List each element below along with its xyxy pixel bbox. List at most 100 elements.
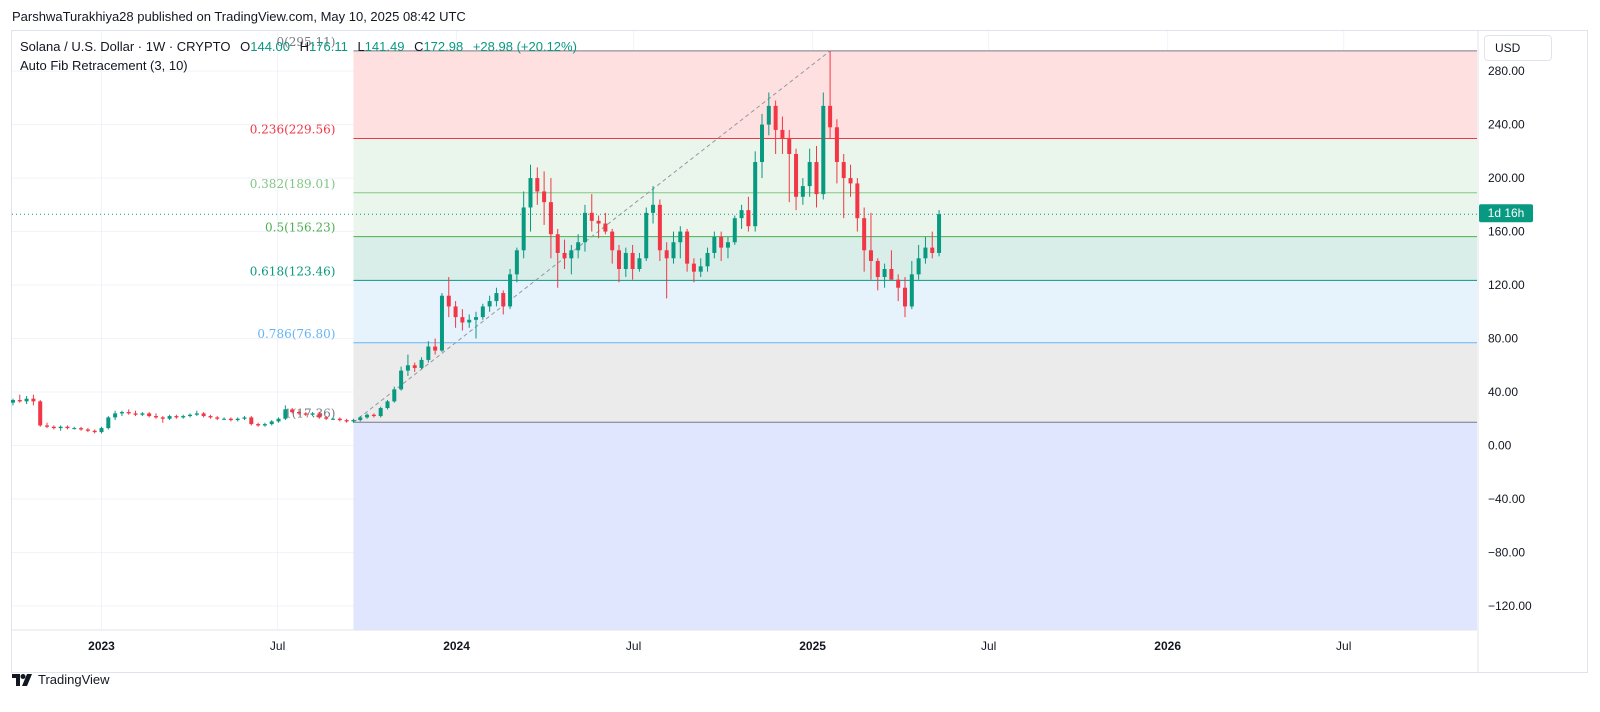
- candle-body: [358, 417, 363, 421]
- candle: [331, 417, 336, 421]
- candle: [174, 414, 179, 419]
- candle: [800, 178, 805, 205]
- candle-body: [426, 346, 431, 360]
- candle: [685, 228, 690, 272]
- y-tick-label: 280.00: [1488, 64, 1525, 78]
- candle: [160, 416, 165, 423]
- candle: [222, 417, 227, 421]
- candle: [51, 425, 56, 430]
- open-value: 144.00: [250, 39, 290, 54]
- candle: [10, 398, 15, 406]
- candle-body: [324, 417, 329, 419]
- candle-body: [296, 412, 301, 414]
- tradingview-brand: TradingView: [38, 672, 110, 687]
- indicator-label[interactable]: Auto Fib Retracement (3, 10): [20, 58, 188, 73]
- candle-body: [58, 426, 63, 429]
- candle-body: [712, 236, 717, 253]
- candle-body: [412, 365, 417, 368]
- candle-body: [569, 250, 574, 259]
- tradingview-logo[interactable]: TradingView: [12, 672, 110, 687]
- candle-body: [691, 263, 696, 272]
- candle-body: [474, 317, 479, 320]
- candle-body: [133, 413, 138, 415]
- candle-body: [657, 204, 662, 251]
- candle: [31, 394, 36, 406]
- candle-body: [405, 365, 410, 371]
- candle: [38, 400, 43, 427]
- candle: [24, 396, 29, 405]
- candle-body: [160, 417, 165, 419]
- candle: [637, 252, 642, 272]
- candle: [290, 408, 295, 414]
- candle: [617, 244, 622, 283]
- candle-body: [201, 413, 206, 417]
- fib-level-label: 1(17.36): [284, 406, 335, 420]
- y-tick-label: −120.00: [1488, 599, 1532, 613]
- candle: [671, 231, 676, 264]
- candle: [548, 178, 553, 259]
- candle-body: [637, 258, 642, 269]
- candle-body: [269, 421, 274, 425]
- low-label: L: [357, 39, 365, 54]
- candle-body: [10, 400, 15, 403]
- candle-body: [644, 212, 649, 259]
- candle: [276, 417, 281, 423]
- fib-level-label: 0.382(189.01): [250, 177, 336, 191]
- candle: [814, 145, 819, 208]
- candle-body: [678, 231, 683, 243]
- publish-info: ParshwaTurakhiya28 published on TradingV…: [12, 9, 466, 24]
- fib-zone: [353, 422, 1477, 630]
- candle-body: [222, 418, 227, 420]
- candle: [834, 119, 839, 184]
- candle: [126, 409, 131, 415]
- candle-body: [937, 214, 942, 253]
- currency-button[interactable]: USD: [1484, 35, 1552, 61]
- candle-body: [126, 412, 131, 414]
- candle: [460, 309, 465, 331]
- candle-body: [262, 424, 267, 426]
- candle-body: [909, 274, 914, 307]
- candle: [228, 417, 233, 422]
- candle-body: [235, 418, 240, 421]
- fib-zone: [353, 342, 1477, 423]
- candle-body: [174, 416, 179, 418]
- candle-body: [51, 426, 56, 429]
- candle: [896, 274, 901, 302]
- candle-body: [753, 162, 758, 227]
- candle-body: [855, 183, 860, 219]
- candle: [17, 394, 22, 403]
- candle: [855, 178, 860, 232]
- candle-body: [467, 319, 472, 323]
- candle: [508, 268, 513, 310]
- candle-body: [378, 408, 383, 417]
- candle: [167, 414, 172, 421]
- candle: [664, 242, 669, 299]
- candle-body: [147, 413, 152, 417]
- fib-zone: [353, 280, 1477, 343]
- candle: [487, 295, 492, 312]
- candle: [746, 196, 751, 232]
- candle: [140, 412, 145, 417]
- candle-body: [256, 424, 261, 426]
- candle: [794, 148, 799, 211]
- candle: [358, 416, 363, 422]
- candle: [201, 412, 206, 418]
- candle: [889, 250, 894, 280]
- candle: [712, 231, 717, 259]
- fib-zone: [353, 138, 1477, 193]
- candle: [419, 357, 424, 370]
- candle: [378, 406, 383, 418]
- symbol-title[interactable]: Solana / U.S. Dollar · 1W · CRYPTO: [20, 39, 231, 54]
- candle-body: [228, 418, 233, 421]
- candle-body: [576, 242, 581, 251]
- candle-body: [521, 207, 526, 251]
- candle-body: [419, 359, 424, 368]
- candle: [630, 244, 635, 280]
- candle: [337, 417, 342, 422]
- candle-body: [17, 400, 22, 402]
- candle-body: [508, 274, 513, 307]
- x-tick-label: Jul: [626, 639, 641, 653]
- candle-body: [194, 413, 199, 415]
- candle: [698, 258, 703, 278]
